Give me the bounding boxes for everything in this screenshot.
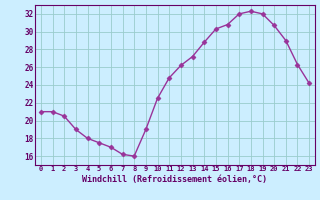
X-axis label: Windchill (Refroidissement éolien,°C): Windchill (Refroidissement éolien,°C) bbox=[83, 175, 268, 184]
